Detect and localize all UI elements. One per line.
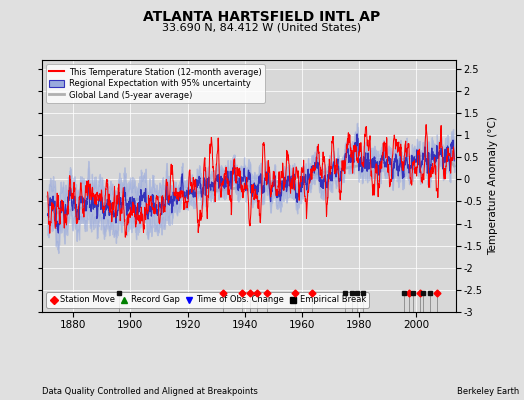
Legend: Station Move, Record Gap, Time of Obs. Change, Empirical Break: Station Move, Record Gap, Time of Obs. C… (46, 292, 369, 308)
Y-axis label: Temperature Anomaly (°C): Temperature Anomaly (°C) (488, 116, 498, 256)
Text: Data Quality Controlled and Aligned at Breakpoints: Data Quality Controlled and Aligned at B… (42, 387, 258, 396)
Text: Berkeley Earth: Berkeley Earth (456, 387, 519, 396)
Text: ATLANTA HARTSFIELD INTL AP: ATLANTA HARTSFIELD INTL AP (144, 10, 380, 24)
Text: 33.690 N, 84.412 W (United States): 33.690 N, 84.412 W (United States) (162, 22, 362, 32)
